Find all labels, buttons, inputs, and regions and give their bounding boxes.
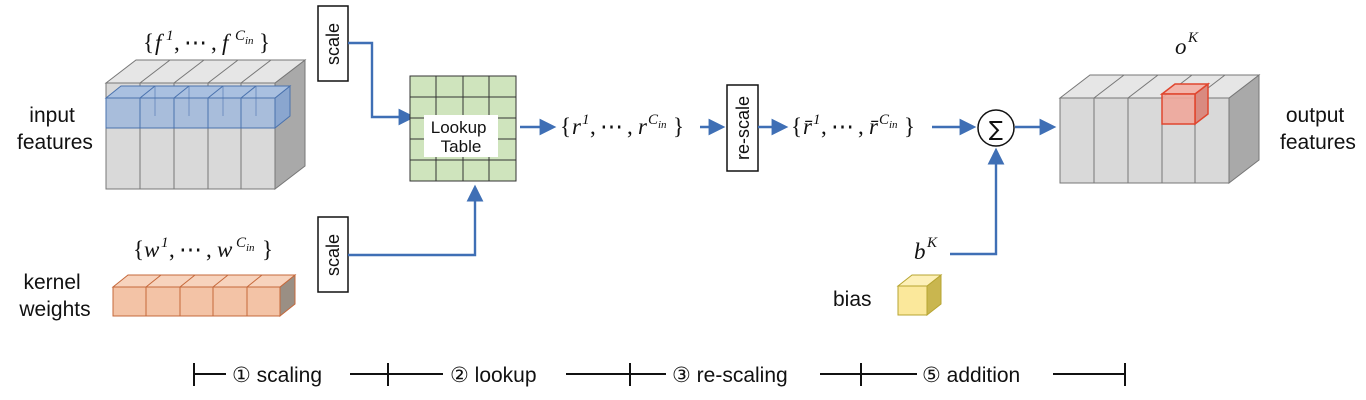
- svg-text:⋯: ⋯: [831, 114, 854, 139]
- stage-timeline: ① scaling ② lookup ③ re-scaling ⑤ additi…: [194, 363, 1125, 387]
- svg-text:K: K: [926, 235, 938, 251]
- svg-text:,: ,: [627, 114, 633, 139]
- svg-text:in: in: [889, 119, 898, 131]
- sum-node: ∑: [978, 110, 1014, 146]
- svg-text:f: f: [222, 30, 232, 55]
- arrow-bias-to-sum: [950, 151, 996, 254]
- svg-text:1: 1: [582, 112, 590, 128]
- svg-text:,: ,: [206, 237, 212, 262]
- svg-text:re-scale: re-scale: [733, 96, 753, 160]
- svg-text:,: ,: [174, 30, 180, 55]
- stage-rescaling: ③ re-scaling: [672, 364, 788, 387]
- arrow-scale-top-to-lut: [348, 43, 412, 117]
- svg-text:in: in: [246, 242, 255, 254]
- input-features-block: [106, 60, 305, 189]
- stage-addition: ⑤ addition: [922, 364, 1020, 387]
- scale-top-box: scale: [318, 6, 348, 81]
- stage-lookup: ② lookup: [450, 364, 537, 387]
- svg-text:in: in: [245, 35, 254, 47]
- stage-scaling: ① scaling: [232, 364, 322, 387]
- kernel-weights-label: kernel weights: [18, 271, 90, 321]
- svg-text:r: r: [572, 114, 582, 139]
- svg-text:{: {: [133, 237, 144, 262]
- svg-text:1: 1: [813, 112, 821, 128]
- svg-text:r: r: [638, 114, 648, 139]
- svg-text:scale: scale: [323, 23, 343, 65]
- svg-text:w: w: [144, 237, 160, 262]
- w-set-label: { w 1 , ⋯ , w C in }: [133, 235, 273, 262]
- svg-text:,: ,: [590, 114, 596, 139]
- svg-text:{: {: [143, 30, 154, 55]
- bias-cube: [898, 275, 941, 315]
- input-features-label: input features: [17, 104, 93, 154]
- svg-text:K: K: [1187, 30, 1199, 46]
- svg-text:scale: scale: [323, 234, 343, 276]
- svg-text:,: ,: [858, 114, 864, 139]
- output-features-block: [1060, 75, 1259, 183]
- bias-k-label: b K: [914, 235, 938, 264]
- output-highlight-cube: [1162, 84, 1208, 124]
- svg-text:b: b: [914, 239, 926, 264]
- svg-text:,: ,: [169, 237, 175, 262]
- svg-text:}: }: [673, 114, 684, 139]
- svg-text:}: }: [262, 237, 273, 262]
- svg-text:⋯: ⋯: [179, 237, 202, 262]
- rescale-box: re-scale: [727, 85, 758, 171]
- svg-text:1: 1: [166, 28, 174, 44]
- svg-text:,: ,: [821, 114, 827, 139]
- svg-text:r̄: r̄: [803, 114, 813, 139]
- input-highlight-band: [106, 86, 290, 128]
- scale-bottom-box: scale: [318, 217, 348, 292]
- arrow-scale-bottom-to-lut: [348, 188, 475, 255]
- lookup-table: Lookup Table: [410, 76, 516, 181]
- svg-text:⋯: ⋯: [600, 114, 623, 139]
- output-features-label: output features: [1280, 104, 1356, 154]
- f-set-label: { f 1 , ⋯ , f C in }: [143, 28, 270, 55]
- o-k-label: o K: [1175, 30, 1199, 59]
- r-set-label: { r 1 , ⋯ , r C in }: [560, 112, 684, 139]
- svg-text:{: {: [791, 114, 802, 139]
- kernel-weights-block: [113, 275, 295, 316]
- svg-text:⋯: ⋯: [184, 30, 207, 55]
- svg-text:1: 1: [161, 235, 169, 251]
- rbar-set-label: { r̄ 1 , ⋯ , r̄ C in }: [791, 112, 915, 139]
- bias-label: bias: [833, 288, 872, 311]
- svg-text:w: w: [217, 237, 233, 262]
- svg-text:}: }: [259, 30, 270, 55]
- svg-text:{: {: [560, 114, 571, 139]
- svg-text:}: }: [904, 114, 915, 139]
- svg-text:,: ,: [211, 30, 217, 55]
- svg-text:r̄: r̄: [869, 114, 879, 139]
- svg-text:o: o: [1175, 34, 1187, 59]
- sum-icon: ∑: [989, 117, 1003, 141]
- svg-text:f: f: [155, 30, 165, 55]
- svg-text:in: in: [658, 119, 667, 131]
